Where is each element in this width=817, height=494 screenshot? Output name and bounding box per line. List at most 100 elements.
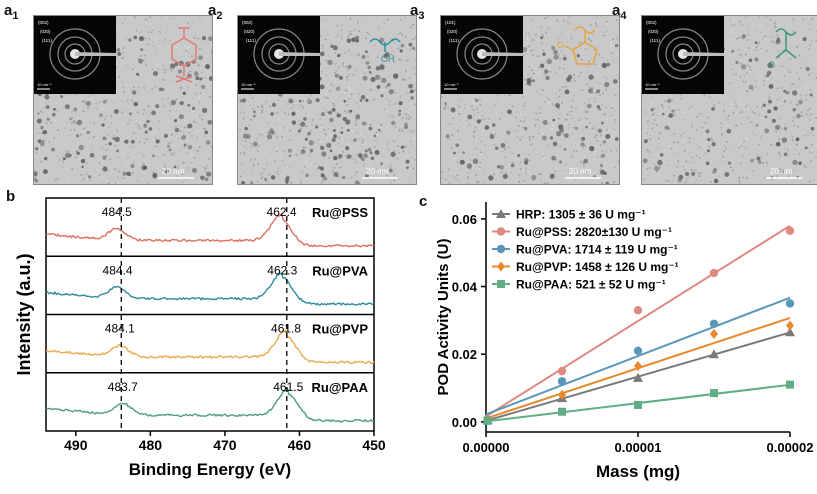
tem-noise [757, 43, 760, 45]
tem-noise [143, 85, 146, 87]
tem-noise [602, 101, 604, 104]
tem-noise [290, 107, 293, 110]
x-tick-label: 480 [139, 437, 163, 453]
tem-noise [727, 149, 730, 152]
tem-noise [293, 104, 295, 106]
tem-noise [512, 119, 515, 121]
tem-noise [612, 117, 614, 119]
tem-noise [598, 114, 600, 117]
tem-noise [340, 95, 342, 98]
nanoparticle [76, 151, 80, 155]
tem-noise [723, 150, 725, 153]
tem-noise [323, 109, 326, 111]
tem-noise [664, 100, 667, 102]
tem-noise [667, 180, 670, 182]
tem-noise [413, 142, 415, 145]
tem-noise [70, 129, 72, 131]
tem-noise [735, 106, 738, 108]
tem-noise [661, 104, 663, 106]
nanoparticle [284, 177, 290, 182]
nanoparticle [410, 89, 414, 94]
tem-noise [559, 49, 562, 51]
tem-noise [54, 119, 56, 122]
tem-noise [598, 169, 601, 172]
tem-noise [402, 150, 405, 153]
tem-noise [591, 128, 593, 130]
tem-noise [533, 130, 535, 133]
nanoparticle [207, 120, 212, 125]
tem-noise [646, 149, 649, 151]
tem-noise [243, 118, 245, 120]
tem-noise [260, 134, 263, 136]
tem-noise [145, 138, 148, 140]
tem-noise [159, 17, 162, 19]
tem-noise [589, 24, 592, 26]
tem-noise [548, 67, 550, 69]
tem-noise [776, 175, 778, 177]
tem-noise [184, 165, 187, 168]
tem-noise [600, 134, 602, 137]
tem-noise [412, 24, 415, 26]
nanoparticle [472, 158, 479, 164]
nanoparticle [252, 141, 258, 147]
tem-noise [581, 182, 583, 184]
tem-noise [413, 173, 415, 176]
tem-noise [86, 143, 88, 146]
tem-noise [189, 154, 192, 156]
panel-a4-label: a4 [612, 2, 627, 22]
tem-noise [164, 126, 166, 128]
tem-noise [362, 141, 364, 144]
tem-noise [806, 121, 809, 123]
tem-noise [127, 102, 130, 104]
tem-noise [162, 16, 165, 18]
tem-noise [305, 125, 308, 128]
tem-noise [243, 170, 246, 173]
tem-noise [649, 167, 651, 169]
tem-noise [698, 146, 701, 149]
tem-noise [336, 23, 339, 25]
nanoparticle [603, 171, 607, 175]
tem-noise [365, 30, 367, 32]
nanoparticle [81, 165, 84, 169]
tem-noise [165, 153, 168, 155]
tem-noise [603, 132, 605, 135]
tem-noise [588, 60, 590, 63]
tem-noise [143, 37, 146, 40]
tem-noise [511, 152, 514, 154]
tem-noise [790, 56, 792, 59]
ring-index-label: (002) [242, 20, 253, 25]
tem-noise [77, 117, 80, 119]
tem-noise [725, 149, 728, 151]
tem-noise [346, 138, 348, 141]
tem-noise [202, 114, 205, 116]
tem-noise [455, 178, 458, 181]
tem-noise [447, 142, 450, 145]
tem-noise [87, 126, 89, 129]
tem-noise [414, 59, 416, 62]
tem-noise [405, 70, 407, 73]
tem-noise [514, 129, 516, 132]
tem-noise [700, 112, 703, 114]
tem-noise [540, 155, 543, 157]
tem-noise [69, 134, 71, 137]
tem-noise [82, 164, 85, 166]
tem-noise [149, 120, 152, 123]
tem-noise [128, 49, 131, 51]
nanoparticle [370, 156, 375, 161]
tem-noise [197, 150, 199, 152]
tem-noise [752, 88, 754, 91]
tem-noise [792, 63, 795, 66]
nanoparticle [476, 119, 481, 124]
tem-noise [167, 39, 170, 41]
tem-noise [547, 46, 549, 49]
nanoparticle [355, 35, 359, 40]
nanoparticle [353, 138, 357, 142]
nanoparticle [80, 158, 86, 164]
tem-noise [207, 165, 210, 167]
tem-noise [469, 172, 471, 174]
tem-noise [616, 58, 618, 61]
nanoparticle [390, 151, 396, 157]
tem-noise [188, 131, 191, 134]
tem-noise [407, 59, 409, 62]
tem-noise [601, 57, 604, 59]
